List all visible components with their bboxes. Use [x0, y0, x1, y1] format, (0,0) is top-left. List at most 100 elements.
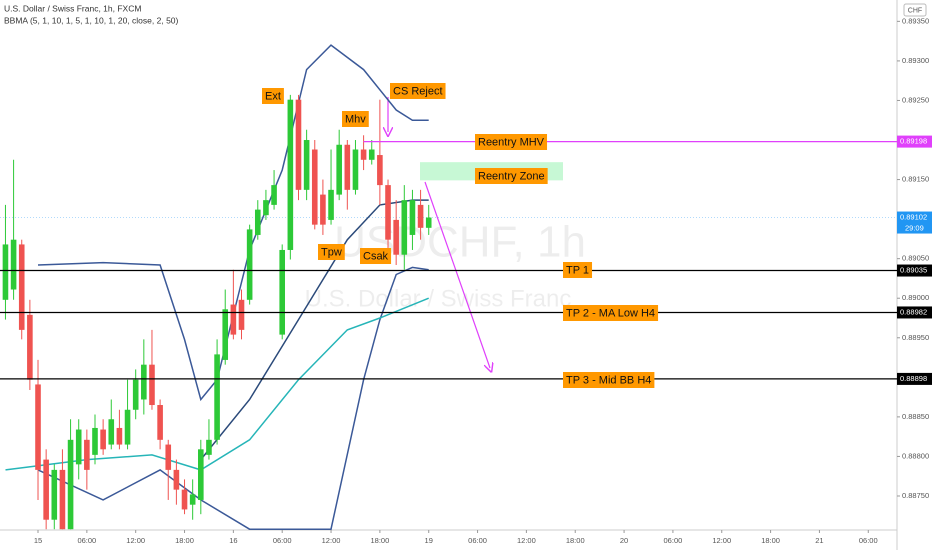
- x-tick-label: 06:00: [468, 536, 487, 545]
- annotation: Mhv: [345, 113, 366, 125]
- candle-body: [222, 309, 229, 360]
- indicator-label: BBMA (5, 1, 10, 1, 5, 1, 10, 1, 20, clos…: [4, 15, 179, 25]
- candle-body: [417, 204, 424, 228]
- candle-body: [35, 384, 41, 470]
- candle-body: [377, 155, 383, 186]
- candle-body: [181, 489, 188, 510]
- annotation-box: [563, 262, 593, 278]
- annotation-box: [360, 248, 392, 264]
- last-price-box: [897, 211, 932, 234]
- annotation-box: [262, 88, 284, 104]
- candle-body: [254, 209, 261, 235]
- y-tick-label: 0.88800: [902, 451, 929, 460]
- candle-body: [279, 249, 286, 335]
- annotation: Csak: [363, 250, 389, 262]
- annotation: TP 2 - MA Low H4: [566, 307, 655, 319]
- candle-body: [141, 364, 147, 400]
- level-label: 0.88898: [900, 374, 927, 383]
- x-tick-label: 18:00: [175, 536, 194, 545]
- candle-body: [92, 427, 98, 455]
- x-tick-label: 12:00: [517, 536, 536, 545]
- annotation-box: [475, 168, 548, 184]
- x-tick-label: 12:00: [712, 536, 731, 545]
- candle-body: [84, 439, 90, 470]
- y-tick-label: 0.89250: [902, 95, 929, 104]
- level-label: 0.89035: [900, 266, 927, 275]
- level-label: 0.89198: [900, 137, 927, 146]
- candle-body: [149, 364, 155, 406]
- level-label-box: [897, 135, 932, 148]
- annotation: TP 3 - Mid BB H4: [566, 374, 651, 386]
- annotation: Reentry MHV: [478, 136, 545, 148]
- annotation: Tpw: [321, 246, 342, 258]
- x-tick-label: 15: [34, 536, 42, 545]
- x-tick-label: 06:00: [859, 536, 878, 545]
- candle-body: [409, 200, 416, 235]
- indicator-line: [37, 266, 429, 530]
- x-tick-label: 19: [425, 536, 433, 545]
- level-label-box: [897, 372, 932, 385]
- x-tick-label: 06:00: [273, 536, 292, 545]
- annotation-box: [563, 372, 655, 388]
- candle-body: [246, 229, 253, 300]
- x-tick-label: 18:00: [566, 536, 585, 545]
- candle-body: [303, 140, 310, 190]
- candle-body: [328, 189, 334, 220]
- x-tick-label: 06:00: [77, 536, 96, 545]
- candle-body: [10, 239, 17, 290]
- candle-body: [165, 444, 172, 470]
- candle-body: [263, 200, 269, 216]
- x-tick-label: 20: [620, 536, 628, 545]
- x-tick-label: 06:00: [664, 536, 683, 545]
- x-tick-label: 18:00: [761, 536, 780, 545]
- candle-body: [336, 144, 342, 195]
- annotation: CS Reject: [393, 85, 443, 97]
- y-tick-label: 0.89300: [902, 56, 929, 65]
- countdown: 29:09: [905, 224, 924, 233]
- candle-body: [393, 219, 399, 255]
- candle-body: [238, 299, 245, 330]
- candle-body: [157, 405, 163, 440]
- candle-body: [67, 439, 74, 530]
- y-tick-label: 0.89000: [902, 293, 929, 302]
- candle-body: [59, 469, 66, 530]
- candle-body: [124, 409, 131, 445]
- x-tick-label: 18:00: [370, 536, 389, 545]
- annotation-box: [563, 305, 659, 321]
- candle-body: [2, 244, 9, 300]
- currency: CHF: [908, 7, 922, 14]
- y-tick-label: 0.89050: [902, 254, 929, 263]
- candle-body: [198, 449, 204, 500]
- candle-body: [344, 144, 351, 190]
- annotation: TP 1: [566, 264, 589, 276]
- level-label-box: [897, 264, 932, 277]
- candle-body: [75, 429, 82, 465]
- arrow: [424, 181, 490, 368]
- annotation-box: [390, 83, 446, 99]
- candle-body: [271, 185, 277, 205]
- y-tick-label: 0.88750: [902, 491, 929, 500]
- candle-body: [116, 427, 123, 445]
- candle-body: [100, 429, 106, 450]
- level-label-box: [897, 306, 932, 319]
- candle-body: [27, 314, 33, 380]
- x-tick-label: 16: [229, 536, 237, 545]
- currency-box: [903, 3, 927, 17]
- candle-body: [173, 469, 180, 490]
- y-tick-label: 0.88850: [902, 412, 929, 421]
- candle-body: [368, 149, 375, 160]
- candle-body: [311, 149, 318, 225]
- candle-body: [51, 469, 58, 520]
- candle-body: [287, 99, 294, 250]
- indicator-line: [5, 297, 429, 471]
- candle-body: [360, 149, 367, 160]
- candle-body: [352, 149, 359, 190]
- candle-body: [401, 200, 408, 255]
- candle-body: [108, 419, 115, 445]
- y-tick-label: 0.89150: [902, 175, 929, 184]
- candle-body: [385, 185, 391, 240]
- watermark-subtitle: U.S. Dollar / Swiss Franc: [305, 285, 572, 312]
- y-tick-label: 0.88950: [902, 333, 929, 342]
